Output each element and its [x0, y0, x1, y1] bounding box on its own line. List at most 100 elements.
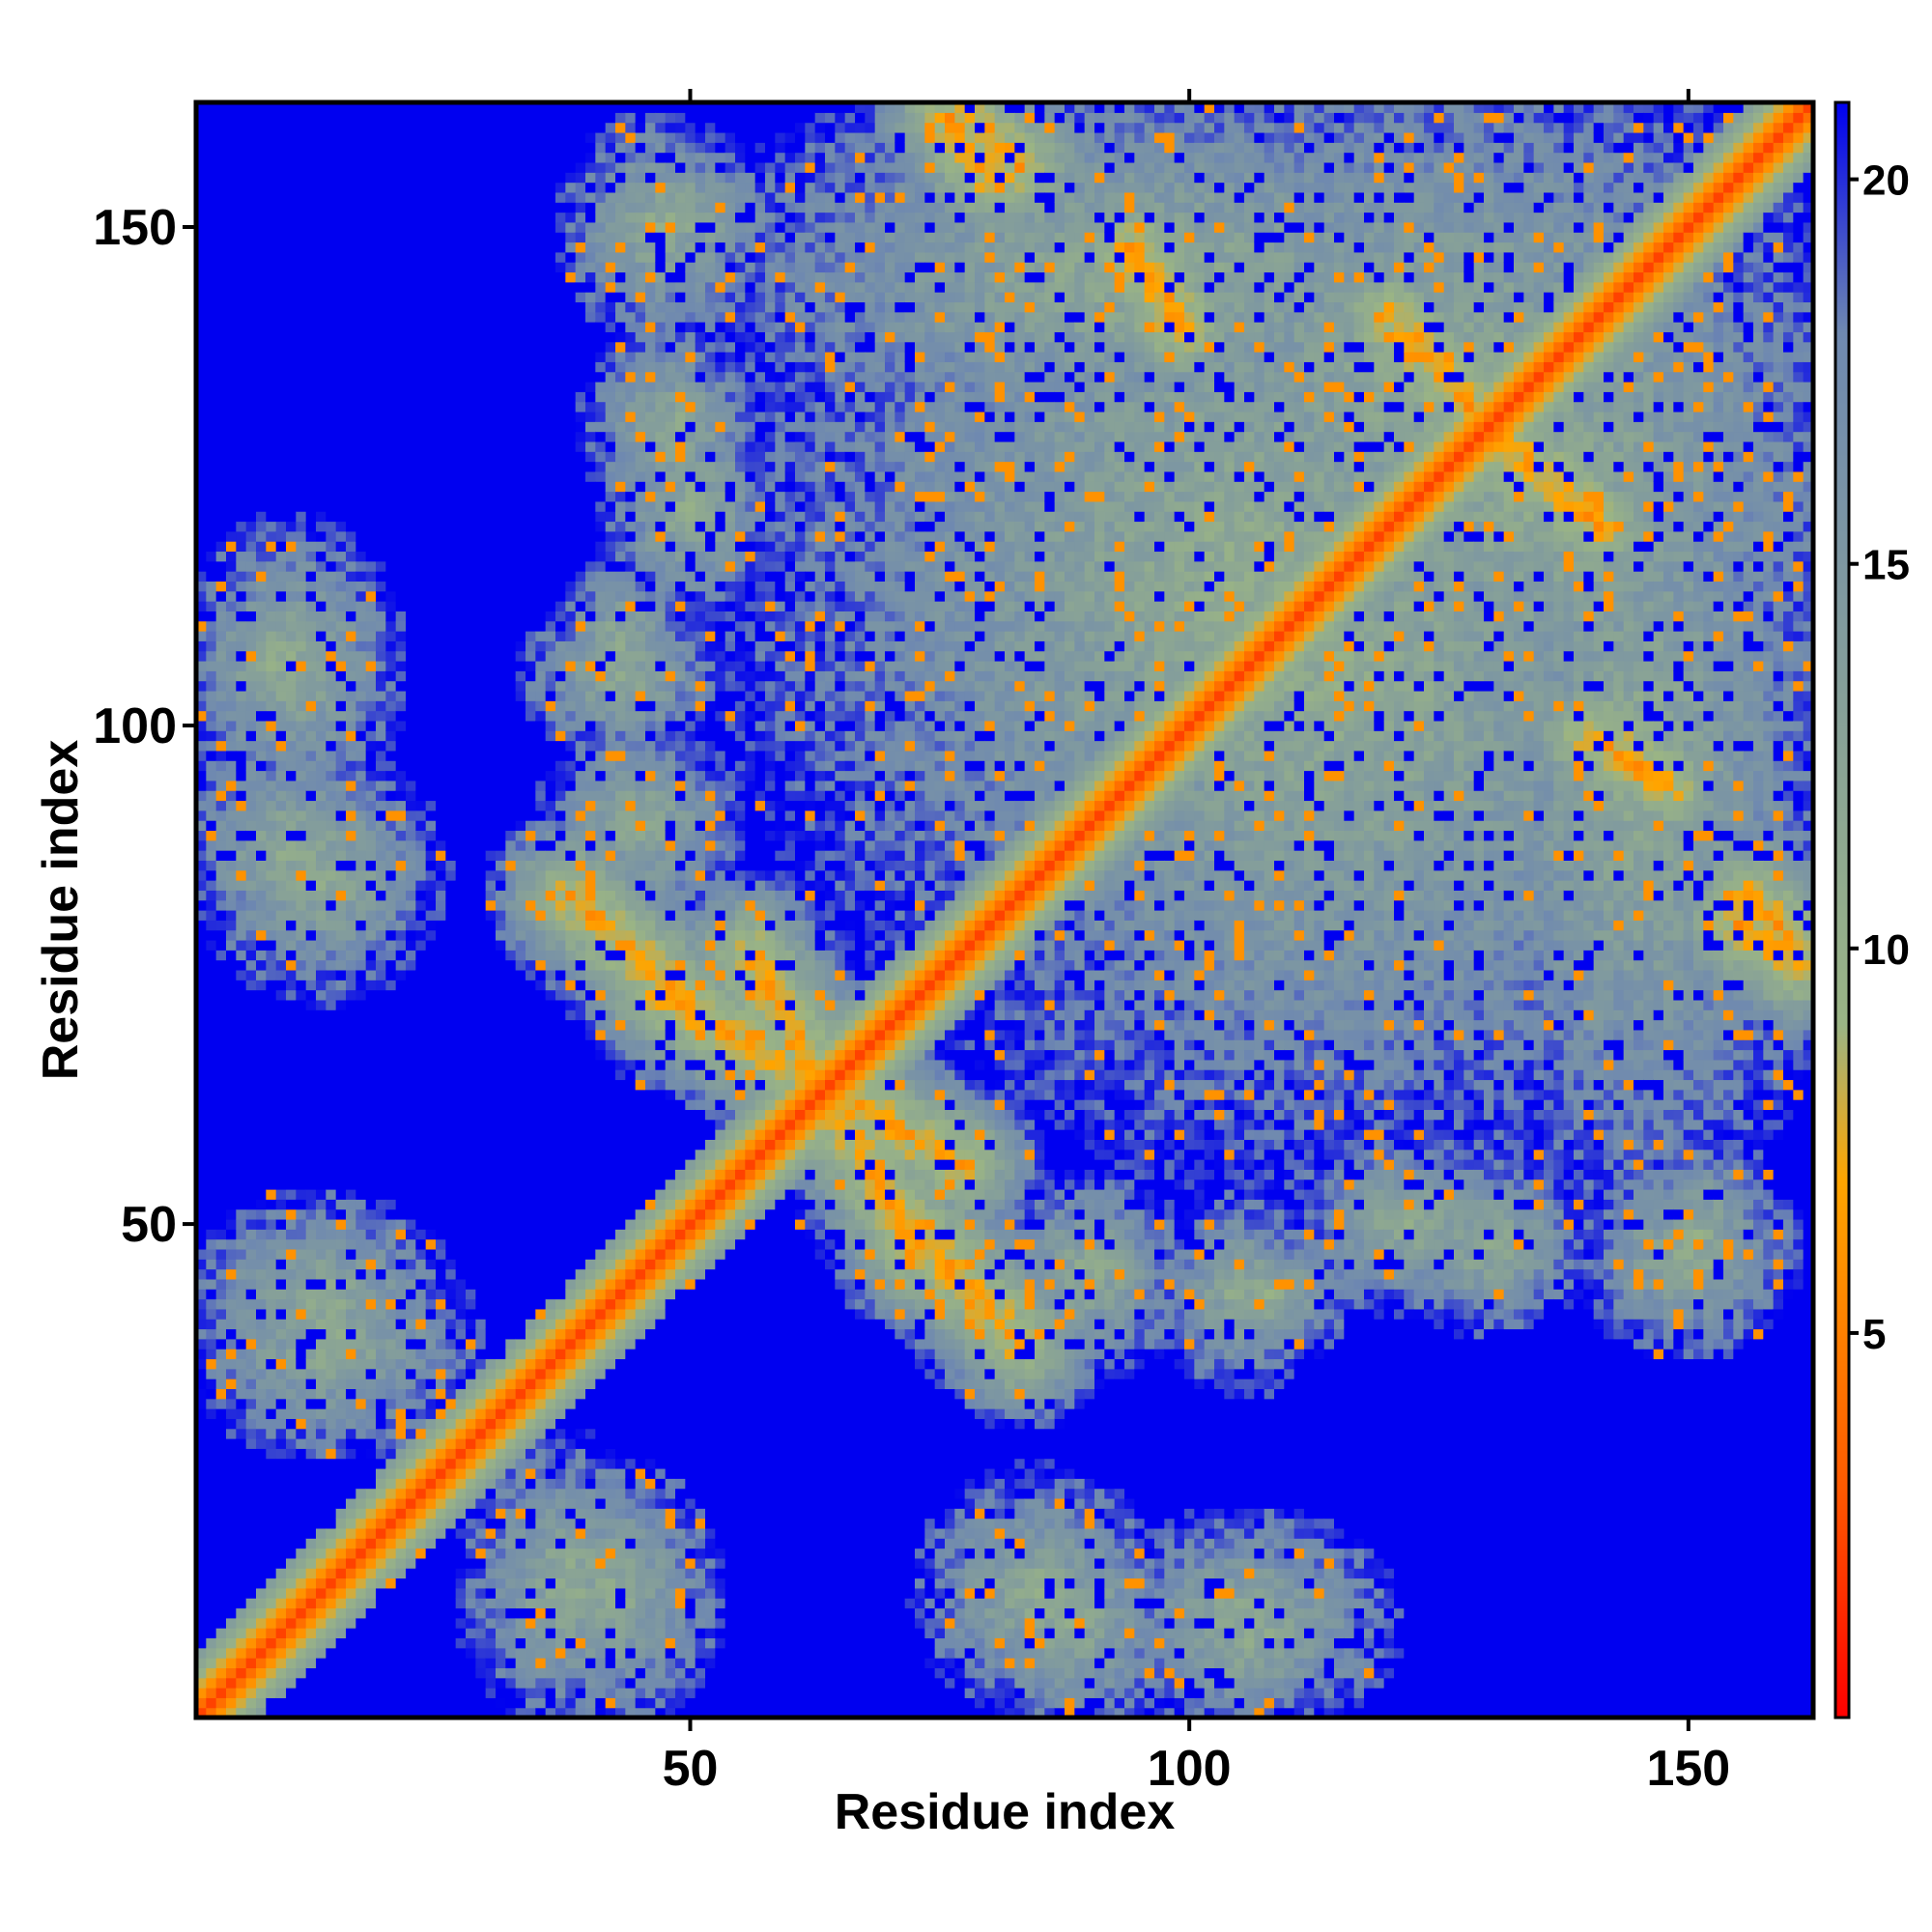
- heatmap-cell: [256, 1039, 267, 1050]
- heatmap-cell: [336, 781, 347, 791]
- heatmap-cell: [456, 192, 467, 203]
- heatmap-cell: [206, 651, 216, 662]
- heatmap-cell: [466, 1558, 476, 1569]
- heatmap-cell: [306, 850, 317, 861]
- heatmap-cell: [385, 352, 396, 362]
- heatmap-cell: [336, 980, 347, 990]
- heatmap-cell: [236, 1388, 246, 1399]
- heatmap-cell: [316, 1448, 327, 1459]
- heatmap-cell: [436, 1628, 446, 1638]
- heatmap-cell: [385, 1678, 396, 1689]
- heatmap-cell: [316, 591, 327, 602]
- heatmap-cell: [336, 462, 347, 472]
- heatmap-cell: [206, 571, 216, 582]
- heatmap-cell: [445, 282, 456, 293]
- heatmap-cell: [336, 1090, 347, 1100]
- heatmap-cell: [385, 1109, 396, 1120]
- heatmap-cell: [406, 1060, 416, 1070]
- heatmap-cell: [256, 880, 267, 891]
- heatmap-cell: [316, 1269, 327, 1280]
- heatmap-cell: [276, 1448, 287, 1459]
- heatmap-cell: [426, 681, 437, 692]
- heatmap-cell: [406, 1129, 416, 1140]
- heatmap-cell: [466, 372, 476, 383]
- heatmap-cell: [496, 1229, 506, 1239]
- heatmap-cell: [456, 1378, 467, 1389]
- heatmap-cell: [355, 631, 366, 641]
- heatmap-cell: [396, 1548, 407, 1559]
- heatmap-cell: [296, 661, 306, 671]
- heatmap-cell: [396, 331, 407, 342]
- heatmap-cell: [385, 391, 396, 402]
- heatmap-cell: [466, 621, 476, 632]
- heatmap-cell: [475, 242, 486, 252]
- heatmap-cell: [296, 541, 306, 552]
- heatmap-cell: [466, 1229, 476, 1239]
- heatmap-cell: [286, 1328, 297, 1339]
- heatmap-cell: [486, 1628, 497, 1638]
- heatmap-cell: [216, 1159, 227, 1170]
- heatmap-cell: [366, 611, 377, 621]
- heatmap-cell: [256, 1548, 267, 1559]
- heatmap-cell: [316, 830, 327, 840]
- heatmap-cell: [396, 1219, 407, 1230]
- heatmap-cell: [486, 741, 497, 752]
- heatmap-cell: [466, 880, 476, 891]
- heatmap-cell: [336, 492, 347, 502]
- heatmap-cell: [456, 471, 467, 482]
- heatmap-cell: [475, 960, 486, 971]
- heatmap-cell: [256, 940, 267, 951]
- heatmap-cell: [366, 142, 377, 153]
- heatmap-cell: [426, 421, 437, 432]
- heatmap-cell: [336, 990, 347, 1001]
- heatmap-cell: [326, 481, 336, 492]
- heatmap-cell: [296, 192, 306, 203]
- heatmap-cell: [226, 441, 237, 452]
- heatmap-cell: [406, 421, 416, 432]
- heatmap-cell: [355, 790, 366, 801]
- heatmap-cell: [326, 1000, 336, 1010]
- heatmap-cell: [256, 1528, 267, 1539]
- heatmap-cell: [376, 990, 386, 1001]
- heatmap-cell: [406, 1219, 416, 1230]
- heatmap-cell: [456, 1468, 467, 1479]
- heatmap-cell: [286, 172, 297, 183]
- heatmap-cell: [426, 242, 437, 252]
- heatmap-cell: [436, 1000, 446, 1010]
- heatmap-cell: [385, 1378, 396, 1389]
- heatmap-cell: [236, 1069, 246, 1080]
- heatmap-cell: [445, 172, 456, 183]
- heatmap-cell: [466, 112, 476, 123]
- heatmap-cell: [486, 800, 497, 810]
- heatmap-cell: [445, 571, 456, 582]
- heatmap-cell: [445, 1697, 456, 1708]
- heatmap-cell: [475, 301, 486, 312]
- heatmap-cell: [415, 1159, 426, 1170]
- heatmap-cell: [366, 1688, 377, 1698]
- heatmap-cell: [276, 1408, 287, 1419]
- heatmap-cell: [216, 391, 227, 402]
- heatmap-cell: [226, 1618, 237, 1629]
- heatmap-cell: [456, 1429, 467, 1439]
- heatmap-cell: [266, 123, 276, 133]
- heatmap-cell: [326, 1429, 336, 1439]
- heatmap-cell: [206, 611, 216, 621]
- heatmap-cell: [475, 1009, 486, 1020]
- heatmap-cell: [216, 561, 227, 572]
- heatmap-cell: [475, 372, 486, 383]
- heatmap-cell: [316, 601, 327, 611]
- heatmap-cell: [306, 1060, 317, 1070]
- heatmap-cell: [286, 1009, 297, 1020]
- heatmap-cell: [256, 850, 267, 861]
- heatmap-cell: [336, 132, 347, 143]
- heatmap-cell: [436, 800, 446, 810]
- heatmap-cell: [206, 192, 216, 203]
- heatmap-cell: [256, 153, 267, 163]
- heatmap-cell: [236, 721, 246, 731]
- heatmap-cell: [466, 1349, 476, 1359]
- heatmap-cell: [496, 930, 506, 941]
- heatmap-cell: [396, 1299, 407, 1310]
- heatmap-cell: [366, 1289, 377, 1299]
- heatmap-cell: [466, 232, 476, 242]
- heatmap-cell: [486, 301, 497, 312]
